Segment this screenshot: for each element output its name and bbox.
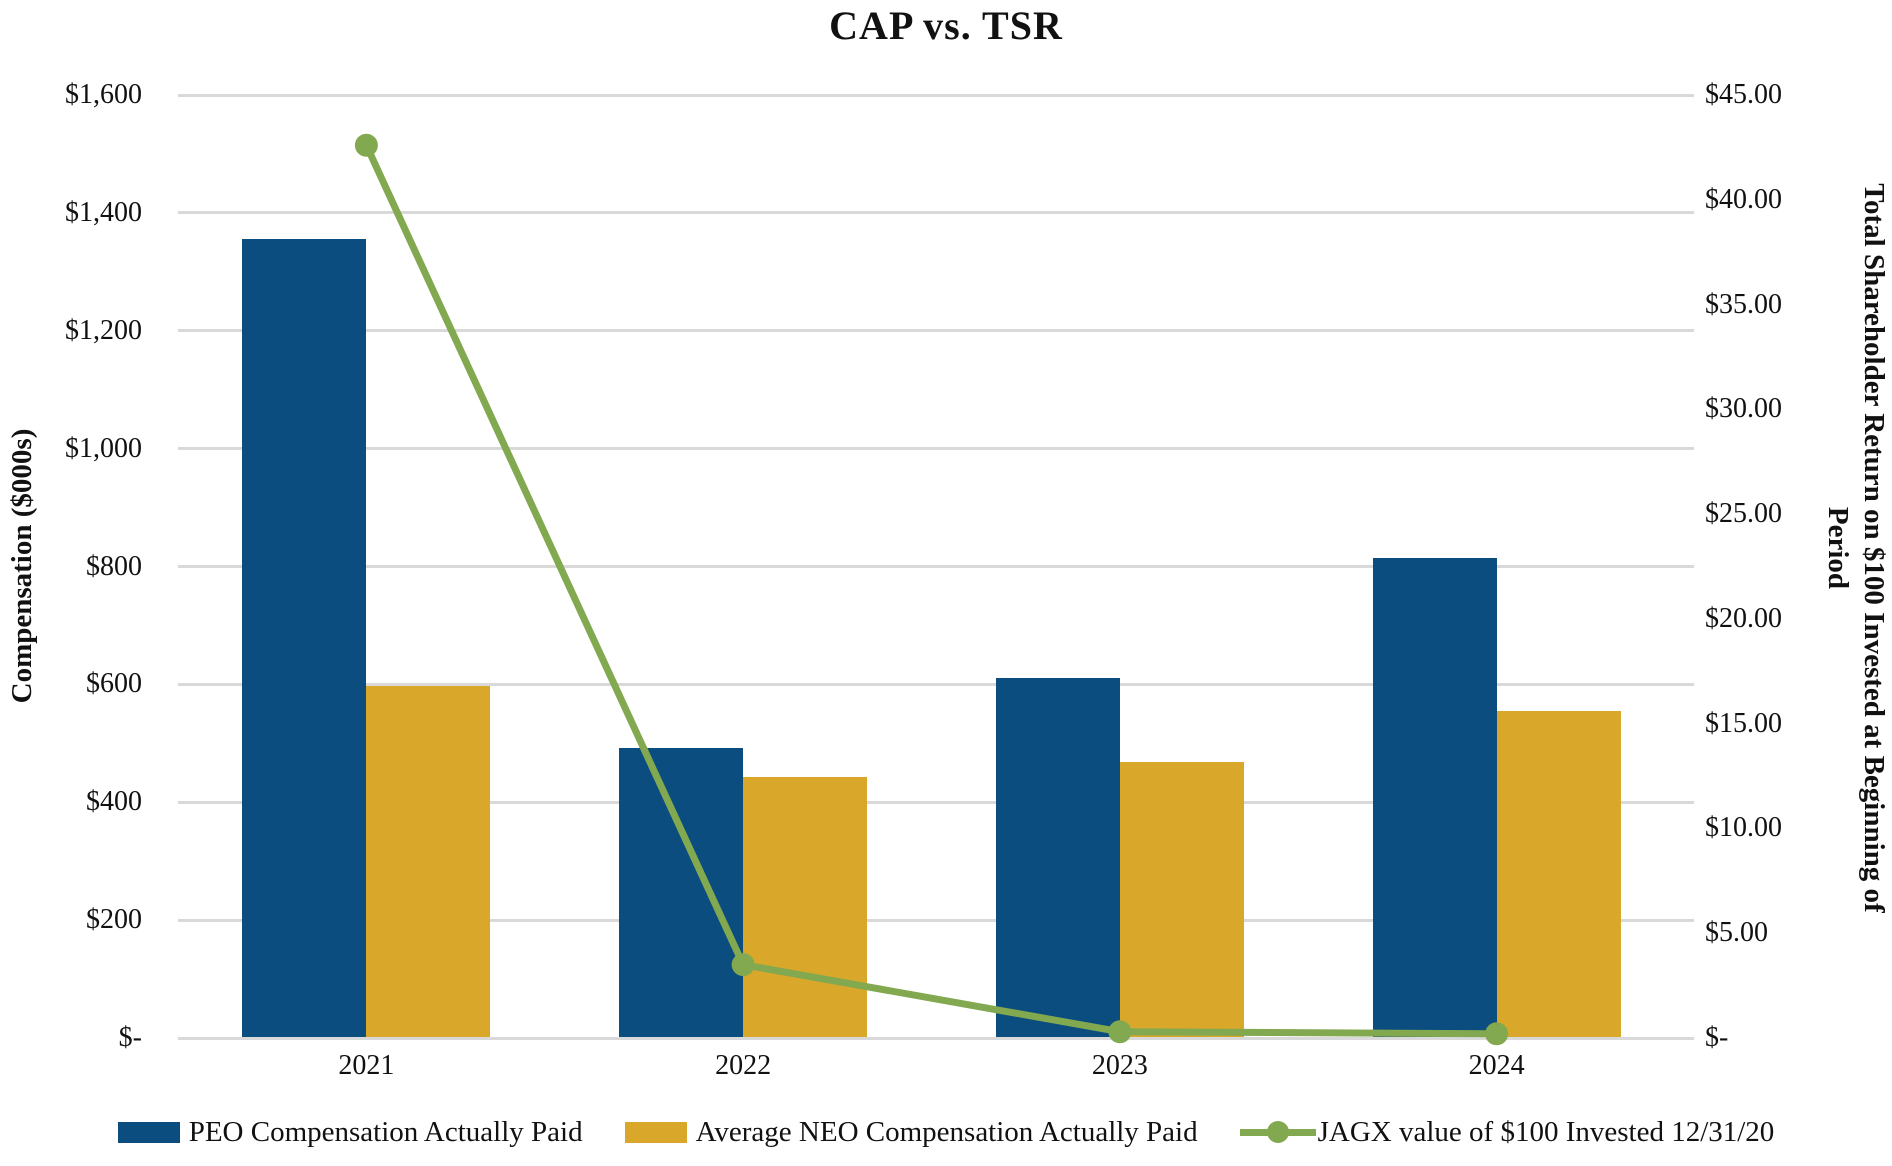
right-axis-tick-label: $45.00 xyxy=(1705,79,1782,110)
right-axis-tick-label: $30.00 xyxy=(1705,393,1782,425)
gridline xyxy=(178,93,1694,97)
peo-legend-label: PEO Compensation Actually Paid xyxy=(188,1115,583,1148)
left-axis-tick-label: $400 xyxy=(86,786,142,818)
right-axis-tick-label: $- xyxy=(1705,1022,1729,1053)
bar-peo-2022 xyxy=(619,748,744,1038)
gridline xyxy=(178,447,1694,451)
right-axis-tick-label: $40.00 xyxy=(1705,183,1782,215)
x-axis-label: 2024 xyxy=(1468,1050,1525,1081)
left-axis-tick-label: $600 xyxy=(86,668,142,700)
bar-neo-2024 xyxy=(1496,711,1621,1038)
left-axis-tick-label: $- xyxy=(118,1022,142,1053)
neo-legend-swatch xyxy=(624,1121,687,1143)
legend-item-jagx: JAGX value of $100 Invested 12/31/20 xyxy=(1239,1115,1775,1149)
chart-title: CAP vs. TSR xyxy=(829,3,1063,48)
left-axis-tick-label: $1,000 xyxy=(65,432,142,464)
tsr-line xyxy=(363,143,1497,1038)
x-axis-label: 2021 xyxy=(338,1050,395,1081)
neo-legend-label: Average NEO Compensation Actually Paid xyxy=(695,1115,1198,1148)
gridline xyxy=(178,1036,1694,1040)
tsr-point-2021 xyxy=(354,133,378,157)
x-axis-label: 2023 xyxy=(1091,1050,1148,1081)
jagx-legend-label: JAGX value of $100 Invested 12/31/20 xyxy=(1317,1115,1775,1148)
bar-neo-2022 xyxy=(743,777,868,1038)
right-axis-tick-label: $25.00 xyxy=(1705,498,1782,530)
gridline xyxy=(178,211,1694,215)
right-axis-title-line2: Period xyxy=(1822,506,1854,590)
right-axis-tick-label: $10.00 xyxy=(1705,812,1782,844)
bar-neo-2021 xyxy=(366,685,491,1038)
right-axis-title-line1: Total Shareholder Return on $100 Investe… xyxy=(1858,183,1890,913)
legend-item-peo: PEO Compensation Actually Paid xyxy=(117,1115,583,1149)
right-axis-tick-label: $35.00 xyxy=(1705,288,1782,320)
legend: PEO Compensation Actually Paid Average N… xyxy=(0,1108,1892,1156)
bar-peo-2021 xyxy=(242,238,367,1038)
right-axis-tick-label: $20.00 xyxy=(1705,602,1782,634)
left-axis-tick-label: $200 xyxy=(86,904,142,936)
bar-peo-2024 xyxy=(1372,557,1497,1038)
right-axis-tick-label: $5.00 xyxy=(1705,917,1768,949)
gridline xyxy=(178,329,1694,333)
jagx-legend-dot xyxy=(1266,1121,1289,1143)
peo-legend-swatch xyxy=(117,1121,180,1143)
bar-neo-2023 xyxy=(1119,761,1244,1038)
left-axis-tick-label: $1,600 xyxy=(65,79,142,110)
bar-peo-2023 xyxy=(995,678,1120,1038)
right-axis-title: Total Shareholder Return on $100 Investe… xyxy=(1820,98,1892,998)
left-axis-tick-label: $800 xyxy=(86,550,142,582)
left-axis-tick-label: $1,400 xyxy=(65,196,142,228)
left-axis-tick-label: $1,200 xyxy=(65,314,142,346)
legend-item-neo: Average NEO Compensation Actually Paid xyxy=(624,1115,1198,1149)
right-axis-tick-label: $15.00 xyxy=(1705,707,1782,739)
x-axis-label: 2022 xyxy=(715,1050,772,1081)
jagx-legend-line-marker xyxy=(1239,1120,1316,1144)
